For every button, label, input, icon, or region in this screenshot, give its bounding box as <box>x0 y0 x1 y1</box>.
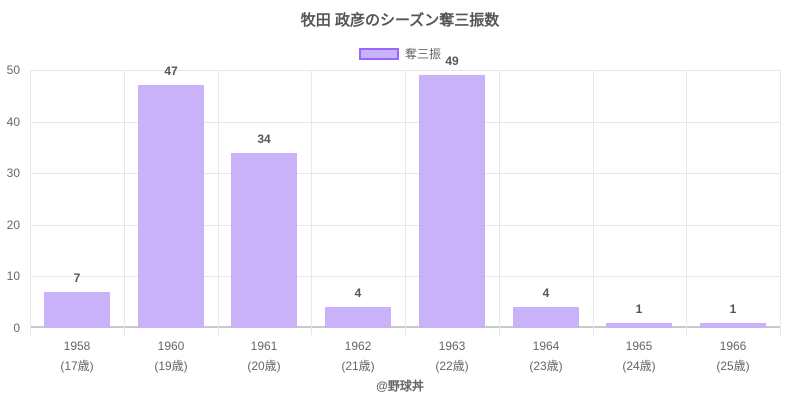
bar-1965[interactable] <box>606 323 672 328</box>
x-axis-age-1965: (24歳) <box>622 359 656 373</box>
x-axis-age-1963: (22歳) <box>435 359 469 373</box>
x-tick-mark-8 <box>780 328 781 335</box>
y-tick-label-0: 0 <box>13 321 20 335</box>
gridline-x-0 <box>30 70 31 328</box>
legend-item[interactable]: 奪三振 <box>0 45 800 62</box>
bar-value-1963: 49 <box>445 54 459 68</box>
x-axis-age-1964: (23歳) <box>529 359 563 373</box>
bar-value-1966: 1 <box>729 302 737 316</box>
legend-swatch-icon <box>358 47 399 60</box>
bar-1966[interactable] <box>700 323 766 328</box>
y-tick-label-30: 30 <box>6 166 20 180</box>
y-tick-label-40: 40 <box>6 115 20 129</box>
bar-value-1961: 34 <box>257 132 271 146</box>
x-tick-mark-5 <box>499 328 500 335</box>
y-tick-label-20: 20 <box>6 218 20 232</box>
bar-1960[interactable] <box>138 85 204 328</box>
x-axis-age-1966: (25歳) <box>716 359 750 373</box>
plot-area: 7 47 34 4 49 4 1 1 <box>30 54 781 335</box>
x-axis-label-1961: 1961 <box>250 339 278 353</box>
gridline-x-5 <box>499 70 500 328</box>
x-tick-mark-4 <box>405 328 406 335</box>
footer-credit: @野球丼 <box>376 379 424 393</box>
x-tick-mark-6 <box>593 328 594 335</box>
x-axis-age-1958: (17歳) <box>60 359 94 373</box>
bar-1961[interactable] <box>231 153 297 328</box>
gridline-x-8 <box>780 70 781 328</box>
x-axis-age-1961: (20歳) <box>247 359 281 373</box>
x-tick-mark-7 <box>686 328 687 335</box>
y-tick-label-50: 50 <box>6 63 20 77</box>
x-axis-label-1964: 1964 <box>532 339 560 353</box>
x-axis-label-1960: 1960 <box>157 339 185 353</box>
x-axis-label-1965: 1965 <box>625 339 653 353</box>
x-axis-label-1962: 1962 <box>344 339 372 353</box>
x-axis-label-1966: 1966 <box>719 339 747 353</box>
gridline-x-4 <box>405 70 406 328</box>
bar-value-1958: 7 <box>73 271 81 285</box>
x-axis-age-1960: (19歳) <box>154 359 188 373</box>
x-axis-age-1962: (21歳) <box>341 359 375 373</box>
gridline-x-3 <box>311 70 312 328</box>
bar-1963[interactable] <box>419 75 485 328</box>
chart-title: 牧田 政彦のシーズン奪三振数 <box>300 12 500 29</box>
bar-value-1960: 47 <box>164 64 178 78</box>
x-tick-mark-3 <box>311 328 312 335</box>
legend-label: 奪三振 <box>404 47 441 61</box>
bar-value-1965: 1 <box>635 302 643 316</box>
x-tick-mark-0 <box>30 328 31 335</box>
bar-1962[interactable] <box>325 307 391 328</box>
bar-1958[interactable] <box>44 292 110 328</box>
x-axis-label-1963: 1963 <box>438 339 466 353</box>
gridline-x-6 <box>593 70 594 328</box>
x-axis-label-1958: 1958 <box>63 339 91 353</box>
gridline-x-2 <box>218 70 219 328</box>
bar-value-1962: 4 <box>354 286 362 300</box>
gridline-x-1 <box>124 70 125 328</box>
x-tick-mark-1 <box>124 328 125 335</box>
x-tick-mark-2 <box>218 328 219 335</box>
bar-value-1964: 4 <box>542 286 550 300</box>
y-tick-label-10: 10 <box>6 269 20 283</box>
gridline-x-7 <box>686 70 687 328</box>
bar-1964[interactable] <box>513 307 579 328</box>
